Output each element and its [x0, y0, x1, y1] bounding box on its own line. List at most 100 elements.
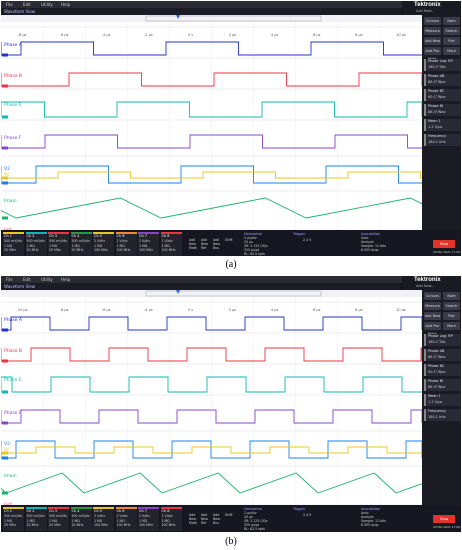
menu-file[interactable]: File: [6, 277, 13, 282]
channel-setting: 100 MHz: [161, 523, 176, 527]
acquisition-setting: 6.505 Acqs: [361, 523, 379, 527]
sidebar-button[interactable]: More: [443, 47, 460, 55]
measurement-badge[interactable]: Phase BC 90.1°/Nav: [424, 89, 461, 101]
sidebar-button[interactable]: Measure: [424, 302, 441, 310]
waveform-view-tab[interactable]: Waveform View: [1, 283, 401, 290]
channel-setting: 2 V/div: [94, 239, 106, 243]
measurement-value: 1.2 V/μs: [428, 400, 443, 404]
measurement-badge[interactable]: Mean 1 1.2 V/μs: [424, 394, 461, 406]
horizontal-setting: SR: 3.125 GS/s: [244, 244, 268, 248]
waveform-display[interactable]: -10 μs -8 μs -6 μs -4 μs 0 s 2 μs 4 μs 6 μs 8 μs…: [1, 290, 461, 514]
measurement-badge[interactable]: Phase AB 88.2°/Nav: [424, 349, 461, 361]
sidebar-button[interactable]: Add Pwr Math: [424, 47, 441, 61]
sidebar-button[interactable]: Measure: [424, 27, 441, 35]
measurement-value: 88.4°/Nav: [428, 385, 446, 389]
channel-badge[interactable]: Ch 4 500 mV/div 1 MΩ 20 MHz: [70, 232, 92, 256]
sidebar-button[interactable]: Add New Math: [424, 37, 441, 51]
measurement-badge[interactable]: Phase Lag: RP 180.1°/Ns: [424, 334, 461, 346]
channel-badge[interactable]: Ch 3 500 mV/div 1 MΩ 20 MHz: [48, 507, 69, 531]
channel-badge[interactable]: Ch 1 500 mV/div 1 MΩ 20 MHz: [3, 232, 24, 256]
sidebar-button[interactable]: Search: [443, 302, 460, 310]
trace-phase-b: [1, 72, 423, 87]
trace-label: Imain: [4, 473, 17, 479]
sidebar-button[interactable]: Cursors: [424, 17, 441, 25]
add-button[interactable]: Add New Bus: [213, 238, 220, 250]
time-tick-label: 0 s: [188, 33, 193, 37]
channel-name: Ch 4: [71, 509, 80, 513]
channel-setting: 500 mV/div: [49, 239, 68, 243]
measurement-badge[interactable]: Frequency 180.1 kHz: [424, 134, 461, 146]
measurement-badge[interactable]: Phase BC 90.1°/Nav: [424, 364, 461, 376]
channel-badge[interactable]: Ch 2 500 mV/div 1 MΩ 20 MHz: [25, 507, 47, 531]
channel-setting: 500 mV/div: [26, 239, 45, 243]
waveform-svg: -10 μs -8 μs -6 μs -4 μs 0 s 2 μs 4 μs 6 μs 8 μs…: [1, 290, 461, 514]
sidebar-button[interactable]: Search: [443, 27, 460, 35]
channel-badge[interactable]: Ch 3 500 mV/div 1 MΩ 20 MHz: [48, 232, 69, 256]
add-button[interactable]: Add New Ref: [201, 513, 208, 525]
run-stop-button[interactable]: Stop: [433, 515, 455, 523]
sidebar-button[interactable]: More: [443, 322, 460, 330]
channel-name: Ch 7: [139, 234, 148, 238]
time-tick-label: 4 μs: [271, 308, 279, 312]
menu-utility[interactable]: Utility: [41, 277, 53, 282]
sidebar-button[interactable]: Note: [443, 17, 460, 25]
menu-help[interactable]: Help: [61, 2, 71, 7]
trigger-title: Trigger: [293, 507, 306, 511]
time-tick-label: 8 μs: [355, 33, 363, 37]
add-button[interactable]: Add New Math: [189, 238, 197, 250]
measurement-title: Frequency: [428, 409, 447, 413]
menu-file[interactable]: File: [6, 2, 13, 7]
channel-badge[interactable]: Ch 2 500 mV/div 1 MΩ 20 MHz: [25, 232, 47, 256]
sidebar-button[interactable]: Plot: [443, 312, 460, 320]
sidebar-button[interactable]: Plot: [443, 37, 460, 45]
channel-setting: 1 MΩ: [139, 243, 148, 248]
time-tick-label: 10 μs: [396, 308, 406, 312]
menu-help[interactable]: Help: [61, 277, 71, 282]
measurement-badge[interactable]: Phase Lag: RP 180.1°/Ns: [424, 59, 461, 71]
add-button[interactable]: DVM: [225, 238, 233, 242]
time-tick-label: -8 μs: [60, 308, 69, 312]
channel-setting: 1 MΩ: [49, 243, 58, 248]
acquisition-setting: Sample: 12 bits: [361, 519, 386, 523]
menu-utility[interactable]: Utility: [41, 2, 53, 7]
trigger-setting: 2.4 V: [303, 238, 312, 242]
add-button[interactable]: Add New Ref: [201, 238, 208, 250]
waveform-view-tab[interactable]: Waveform View: [1, 8, 401, 15]
brand-name: Tektronix: [414, 277, 441, 283]
trace-label: Vc: [4, 447, 10, 453]
measurement-badge[interactable]: Phase BI 88.4°/Nav: [424, 379, 461, 391]
sidebar-button[interactable]: Note: [443, 292, 460, 300]
sidebar-button[interactable]: Cursors: [424, 292, 441, 300]
scope-panel-a: File Edit Utility Help Waveform View Tektroni…: [1, 1, 461, 256]
measurement-badge[interactable]: Mean 1 1.2 V/μs: [424, 119, 461, 131]
channel-setting: 1 MΩ: [4, 243, 13, 248]
time-tick-label: -2 μs: [144, 33, 153, 37]
measurement-value: 88.2°/Nav: [428, 355, 446, 359]
add-button[interactable]: Add New Bus: [213, 513, 220, 525]
run-stop-button[interactable]: Stop: [433, 240, 455, 248]
brand-sub: Add New...: [416, 9, 435, 13]
measurement-badge[interactable]: Phase BI 88.4°/Nav: [424, 104, 461, 116]
waveform-display[interactable]: -8 μs -6 μs -4 μs -2 μs 0 s 2 μs 4 μs 6 μs 8 μs 1…: [1, 15, 461, 239]
add-button[interactable]: Add New Math: [189, 513, 197, 525]
channel-marker-icon: [2, 421, 8, 425]
sidebar-button[interactable]: Add New Math: [424, 312, 441, 326]
channel-badge[interactable]: Ch 1 500 mV/div 1 MΩ 20 MHz: [3, 507, 24, 531]
trace-label: Phase A: [4, 317, 23, 323]
menu-edit[interactable]: Edit: [23, 2, 31, 7]
trace-label: Phase E: [4, 377, 22, 383]
channel-badge[interactable]: Ch 4 500 mV/div 1 MΩ 20 MHz: [70, 507, 92, 531]
measurement-badge[interactable]: Phase AB 88.2°/Nav: [424, 74, 461, 86]
measurement-badge[interactable]: Frequency 180.1 kHz: [424, 409, 461, 421]
sidebar-button[interactable]: Add Pwr Math: [424, 322, 441, 336]
add-button[interactable]: DVM: [225, 513, 233, 517]
menu-edit[interactable]: Edit: [23, 277, 31, 282]
